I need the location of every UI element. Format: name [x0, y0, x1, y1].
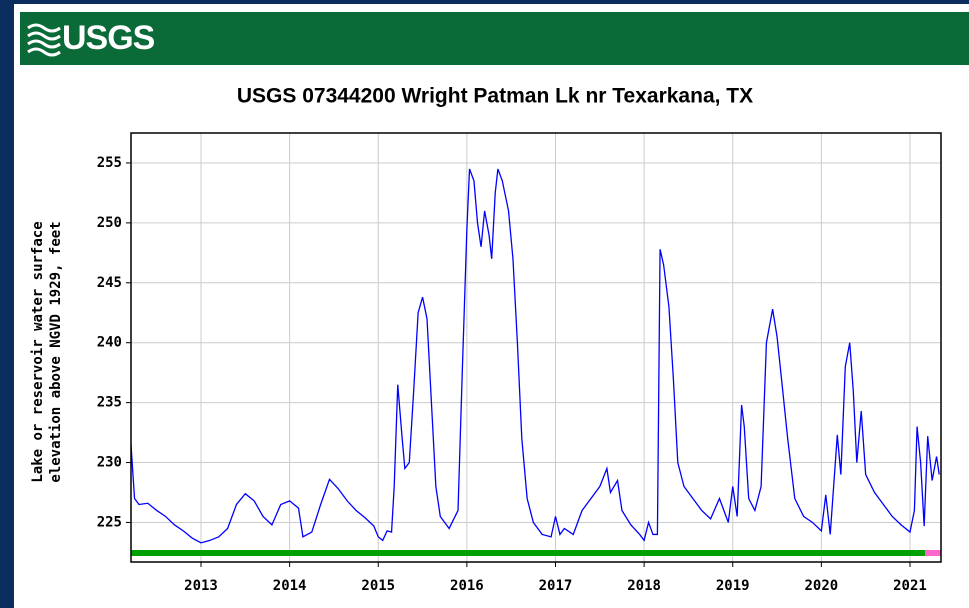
data-line [130, 168, 940, 544]
y-tick-label: 255 [97, 155, 122, 171]
y-tick-label: 225 [97, 514, 122, 530]
plot: 225 230 235 240 245 250 255 2013 2014 2015 2016 201… [97, 133, 941, 594]
y-tick-label: 235 [97, 395, 122, 411]
x-tick-label: 2017 [539, 578, 573, 594]
y-tick-label: 245 [97, 275, 122, 291]
logo-waves [27, 23, 61, 57]
x-tick-label: 2016 [450, 578, 484, 594]
panel [14, 4, 969, 608]
plot-frame [130, 132, 942, 563]
chart-title: USGS 07344200 Wright Patman Lk nr Texark… [237, 85, 753, 108]
x-tick-label: 2020 [805, 578, 839, 594]
y-tick-label: 230 [97, 455, 122, 471]
logo-text: USGS [62, 19, 155, 57]
x-tick-label: 2013 [184, 578, 218, 594]
status-bar-provisional [925, 550, 941, 556]
x-tick-label: 2019 [716, 578, 750, 594]
x-tick-label: 2014 [273, 578, 307, 594]
y-axis-label: Lake or reservoir water surface [30, 221, 46, 482]
y-axis-label: elevation above NGVD 1929, feet [48, 221, 64, 482]
header-bar [20, 12, 969, 65]
y-tick-label: 250 [97, 215, 122, 231]
status-bar-approved [131, 550, 925, 556]
x-tick-label: 2015 [361, 578, 395, 594]
x-tick-label: 2018 [627, 578, 661, 594]
x-tick-label: 2021 [893, 578, 927, 594]
y-tick-label: 240 [97, 335, 122, 351]
